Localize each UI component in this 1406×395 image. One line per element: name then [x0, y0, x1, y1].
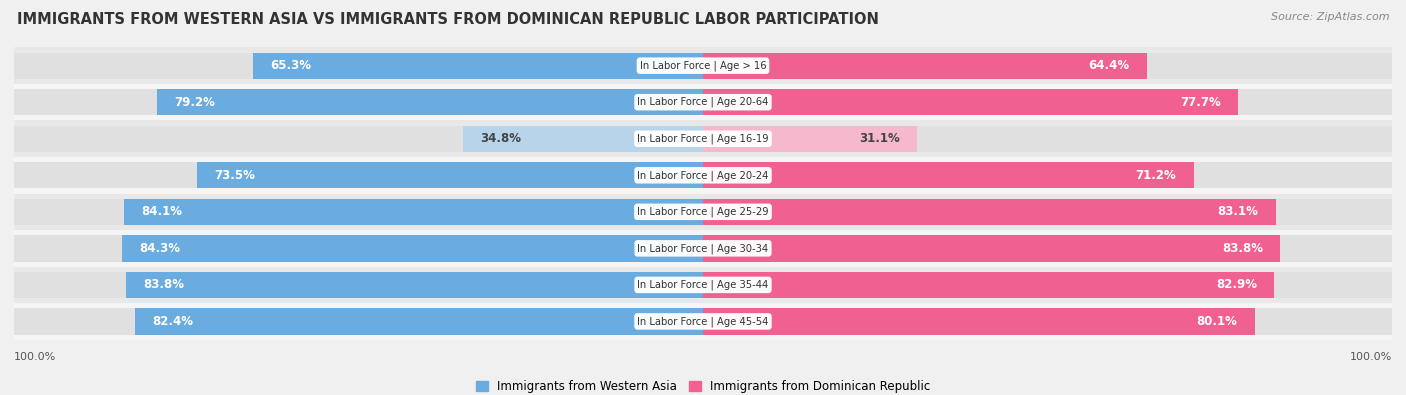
- Text: 34.8%: 34.8%: [481, 132, 522, 145]
- Bar: [14, 303, 1392, 340]
- Text: 100.0%: 100.0%: [1350, 352, 1392, 363]
- Bar: [14, 162, 703, 188]
- Bar: [703, 162, 1194, 188]
- Bar: [135, 308, 703, 335]
- Bar: [14, 230, 1392, 267]
- Text: 82.9%: 82.9%: [1216, 278, 1257, 292]
- Text: 73.5%: 73.5%: [214, 169, 254, 182]
- Bar: [703, 126, 917, 152]
- Bar: [703, 53, 1392, 79]
- Text: In Labor Force | Age 16-19: In Labor Force | Age 16-19: [637, 134, 769, 144]
- Bar: [14, 308, 703, 335]
- Bar: [703, 199, 1392, 225]
- Bar: [703, 89, 1392, 115]
- Text: In Labor Force | Age > 16: In Labor Force | Age > 16: [640, 60, 766, 71]
- Bar: [703, 272, 1392, 298]
- Text: In Labor Force | Age 30-34: In Labor Force | Age 30-34: [637, 243, 769, 254]
- Text: In Labor Force | Age 20-24: In Labor Force | Age 20-24: [637, 170, 769, 181]
- Bar: [703, 308, 1392, 335]
- Bar: [14, 194, 1392, 230]
- Bar: [157, 89, 703, 115]
- Text: 71.2%: 71.2%: [1136, 169, 1177, 182]
- Bar: [14, 89, 703, 115]
- Legend: Immigrants from Western Asia, Immigrants from Dominican Republic: Immigrants from Western Asia, Immigrants…: [471, 376, 935, 395]
- Text: 80.1%: 80.1%: [1197, 315, 1237, 328]
- Text: In Labor Force | Age 25-29: In Labor Force | Age 25-29: [637, 207, 769, 217]
- Text: 84.3%: 84.3%: [139, 242, 180, 255]
- Bar: [703, 126, 1392, 152]
- Text: 100.0%: 100.0%: [14, 352, 56, 363]
- Bar: [14, 235, 703, 261]
- Text: Source: ZipAtlas.com: Source: ZipAtlas.com: [1271, 12, 1389, 22]
- Bar: [14, 267, 1392, 303]
- Bar: [14, 53, 703, 79]
- Text: 77.7%: 77.7%: [1180, 96, 1220, 109]
- Bar: [14, 120, 1392, 157]
- Bar: [14, 84, 1392, 120]
- Bar: [703, 162, 1392, 188]
- Text: IMMIGRANTS FROM WESTERN ASIA VS IMMIGRANTS FROM DOMINICAN REPUBLIC LABOR PARTICI: IMMIGRANTS FROM WESTERN ASIA VS IMMIGRAN…: [17, 12, 879, 27]
- Text: In Labor Force | Age 35-44: In Labor Force | Age 35-44: [637, 280, 769, 290]
- Bar: [703, 272, 1274, 298]
- Text: 82.4%: 82.4%: [152, 315, 194, 328]
- Text: 64.4%: 64.4%: [1088, 59, 1129, 72]
- Text: In Labor Force | Age 45-54: In Labor Force | Age 45-54: [637, 316, 769, 327]
- Text: 84.1%: 84.1%: [141, 205, 181, 218]
- Bar: [14, 157, 1392, 194]
- Bar: [14, 126, 703, 152]
- Text: 83.8%: 83.8%: [1222, 242, 1263, 255]
- Bar: [197, 162, 703, 188]
- Text: 65.3%: 65.3%: [270, 59, 311, 72]
- Bar: [14, 47, 1392, 84]
- Bar: [253, 53, 703, 79]
- Bar: [14, 272, 703, 298]
- Text: In Labor Force | Age 20-64: In Labor Force | Age 20-64: [637, 97, 769, 107]
- Bar: [703, 53, 1147, 79]
- Bar: [125, 272, 703, 298]
- Bar: [703, 199, 1275, 225]
- Text: 79.2%: 79.2%: [174, 96, 215, 109]
- Bar: [703, 235, 1392, 261]
- Bar: [122, 235, 703, 261]
- Text: 83.8%: 83.8%: [143, 278, 184, 292]
- Text: 83.1%: 83.1%: [1218, 205, 1258, 218]
- Text: 31.1%: 31.1%: [859, 132, 900, 145]
- Bar: [124, 199, 703, 225]
- Bar: [463, 126, 703, 152]
- Bar: [703, 235, 1281, 261]
- Bar: [14, 199, 703, 225]
- Bar: [703, 89, 1239, 115]
- Bar: [703, 308, 1254, 335]
